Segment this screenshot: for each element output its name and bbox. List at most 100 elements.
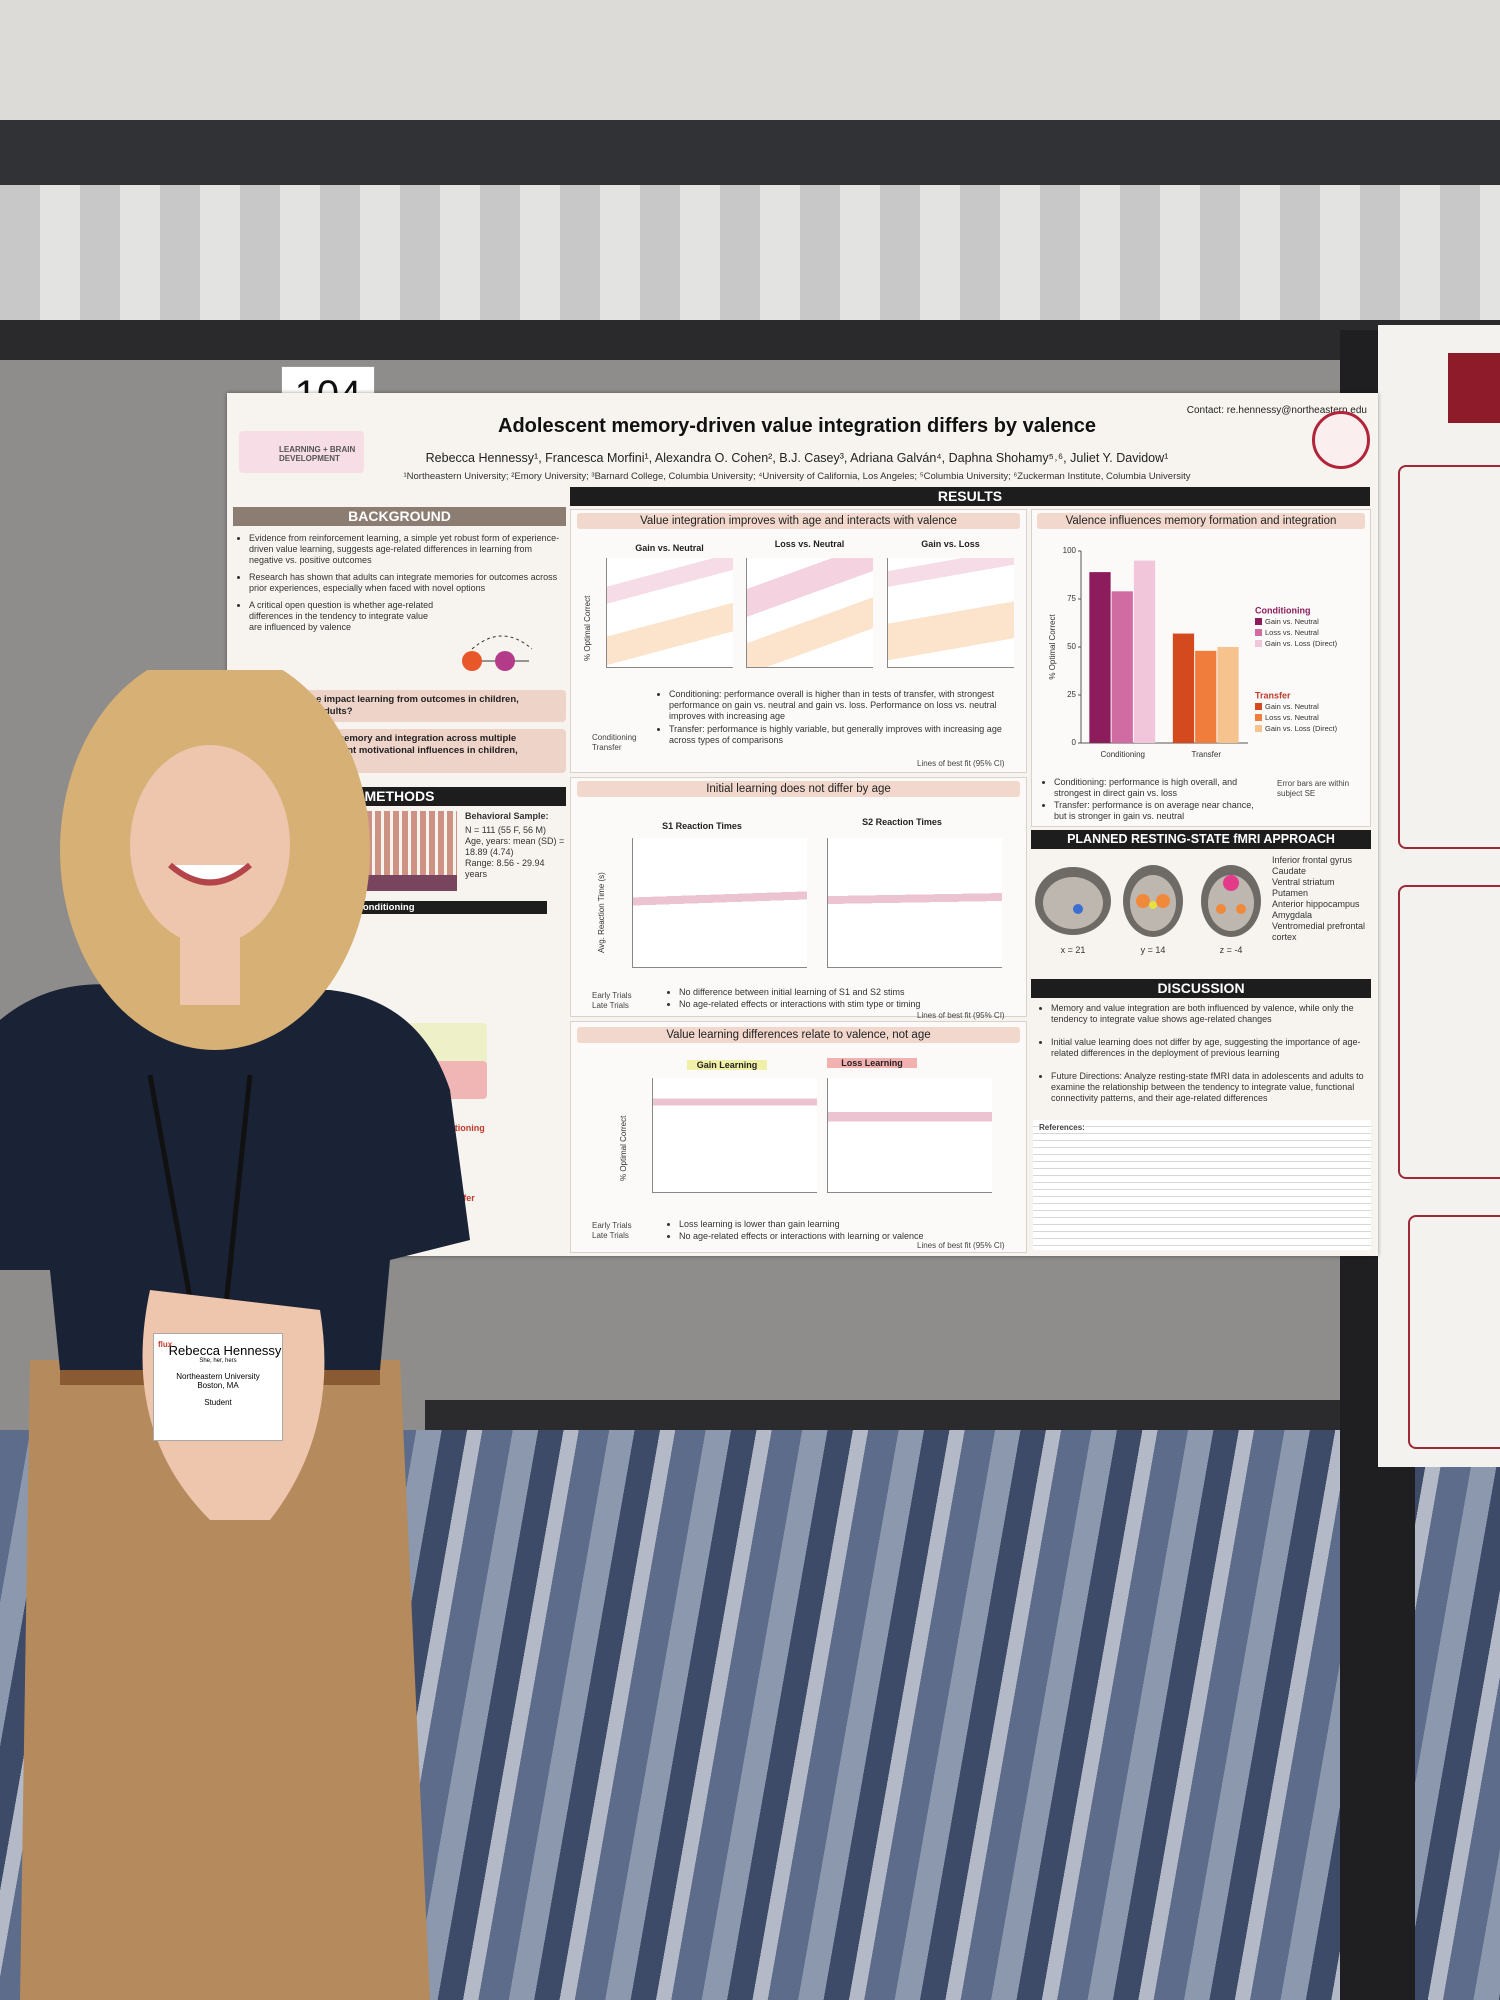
legend-swatch <box>1255 640 1262 647</box>
scatter-panel <box>887 558 1014 668</box>
legend-swatch <box>1255 725 1262 732</box>
background-bullets: Evidence from reinforcement learning, a … <box>237 533 562 639</box>
bullet: Research has shown that adults can integ… <box>249 572 562 594</box>
region-list: Inferior frontal gyrus Caudate Ventral s… <box>1272 855 1370 943</box>
ceiling <box>0 0 1500 140</box>
bullet: Conditioning: performance is high overal… <box>1054 777 1262 799</box>
legend-title: Transfer <box>1255 690 1291 700</box>
poster-title: Adolescent memory-driven value integrati… <box>498 415 1096 437</box>
panel-title: Valence influences memory formation and … <box>1037 513 1365 529</box>
badge-pronouns: She, her, hers <box>199 1358 237 1364</box>
bar <box>1133 560 1156 743</box>
region: Putamen <box>1272 888 1309 898</box>
note: Lines of best fit (95% CI) <box>917 759 1005 768</box>
scatter-panel <box>632 838 807 968</box>
y-axis-label: % Optimal Correct <box>619 1115 628 1181</box>
sample-list: N = 111 (55 F, 56 M) Age, years: mean (S… <box>465 825 565 880</box>
badge-location: Boston, MA <box>197 1381 239 1390</box>
integration-diagram <box>462 635 533 671</box>
bullet: A critical open question is whether age-… <box>249 600 439 633</box>
slice-label: x = 21 <box>1060 945 1086 955</box>
neighbor-box <box>1408 1215 1500 1449</box>
board-base <box>425 1400 1365 1430</box>
references-heading: References: <box>1039 1123 1085 1133</box>
legend-swatch <box>1255 618 1262 625</box>
section-heading: RESULTS <box>570 487 1370 506</box>
bullet: Initial value learning does not differ b… <box>1051 1037 1367 1059</box>
subplot-title: Gain vs. Neutral <box>635 543 704 553</box>
legend: Early Trials Late Trials <box>592 991 662 1011</box>
legend-item: Loss vs. Neutral <box>1265 628 1319 637</box>
bullet: Transfer: performance is highly variable… <box>669 724 1022 746</box>
board-top <box>0 320 1500 362</box>
university-seal <box>1312 411 1370 469</box>
panel-title: Initial learning does not differ by age <box>577 781 1020 797</box>
section-heading: PLANNED RESTING-STATE fMRI APPROACH <box>1031 830 1371 849</box>
bar-chart: % Optimal Correct 0 25 50 75 100 Conditioning C… <box>1048 546 1338 759</box>
scatter-panel <box>827 838 1002 968</box>
legend-item: Early Trials <box>592 991 632 1000</box>
region: Ventral striatum <box>1272 877 1335 887</box>
legend-item: Gain vs. Neutral <box>1265 617 1319 626</box>
panel-bullets: Conditioning: performance is high overal… <box>1042 777 1262 823</box>
neighbor-poster <box>1378 325 1500 1467</box>
subplot-title: Gain vs. Loss <box>921 539 980 549</box>
y-tick-label: 25 <box>1067 690 1076 699</box>
references-box <box>1033 1120 1371 1250</box>
legend-swatch <box>1255 714 1262 721</box>
slice-label: z = -4 <box>1219 945 1243 955</box>
subplot-title: Loss vs. Neutral <box>774 539 845 549</box>
y-axis-label: Avg. Reaction Time (s) <box>597 872 606 953</box>
y-tick-label: 75 <box>1067 594 1076 603</box>
y-axis-label: % Optimal Correct <box>583 595 592 661</box>
bar <box>1089 572 1111 743</box>
bullet: Loss learning is lower than gain learnin… <box>679 1219 967 1230</box>
badge-role: Student <box>204 1398 232 1407</box>
panel-bullets: Loss learning is lower than gain learnin… <box>667 1219 967 1243</box>
legend-item: Gain vs. Neutral <box>1265 702 1319 711</box>
badge-organization: Northeastern University <box>176 1372 260 1381</box>
legend: Conditioning Transfer <box>592 733 662 753</box>
y-tick-label: 100 <box>1063 546 1077 555</box>
legend: Early Trials Late Trials <box>592 1221 662 1241</box>
legend-item: Late Trials <box>592 1231 629 1240</box>
x-tick-label: Conditioning <box>1101 750 1145 759</box>
region: Amygdala <box>1272 910 1313 920</box>
bullet: Future Directions: Analyze resting-state… <box>1051 1071 1367 1104</box>
panel-bullets: No difference between initial learning o… <box>667 987 967 1011</box>
section-heading: DISCUSSION <box>1031 979 1371 998</box>
bar <box>1195 650 1217 743</box>
legend-swatch <box>1255 703 1262 710</box>
sample-heading: Behavioral Sample: <box>465 811 549 821</box>
badge-name: Rebecca Hennessy <box>168 1343 282 1358</box>
bullet: Evidence from reinforcement learning, a … <box>249 533 562 566</box>
legend-item: Gain vs. Loss (Direct) <box>1265 724 1338 733</box>
y-tick-label: 0 <box>1072 738 1077 747</box>
y-tick-label: 50 <box>1067 642 1076 651</box>
bullet: No difference between initial learning o… <box>679 987 967 998</box>
panel-bullets: Conditioning: performance overall is hig… <box>657 689 1022 748</box>
region: Caudate <box>1272 866 1307 876</box>
legend-title: Conditioning <box>1255 605 1310 615</box>
phase-label: Conditioning <box>429 1123 485 1133</box>
legend-item: Gain vs. Loss (Direct) <box>1265 639 1338 648</box>
beam <box>0 120 1500 190</box>
slice-label: y = 14 <box>1140 945 1166 955</box>
scatter-panel <box>746 558 873 668</box>
badge-logo: flux <box>158 1340 173 1349</box>
bar <box>1217 647 1239 743</box>
sample-item: Age, years: mean (SD) = 18.89 (4.74) <box>465 836 565 857</box>
neighbor-box <box>1398 465 1500 849</box>
x-tick-label: Transfer <box>1192 750 1222 759</box>
legend-item: Loss vs. Neutral <box>1265 713 1319 722</box>
affiliations: ¹Northeastern University; ²Emory Univers… <box>403 471 1191 482</box>
subplot-title: Loss Learning <box>827 1058 917 1068</box>
neighbor-box <box>1398 885 1500 1179</box>
bar <box>1172 633 1195 743</box>
region: Ventromedial prefrontal cortex <box>1272 921 1366 942</box>
scatter-panel <box>652 1078 817 1193</box>
y-axis-label: % Optimal Correct <box>1048 614 1057 680</box>
subplot-title: S1 Reaction Times <box>662 821 742 831</box>
panel-title: Value learning differences relate to val… <box>577 1027 1020 1043</box>
